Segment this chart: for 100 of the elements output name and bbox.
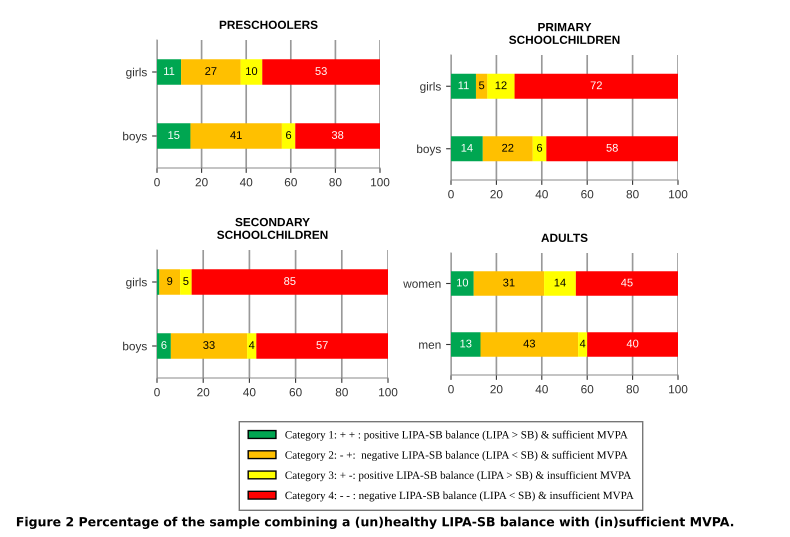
x-tick-label: 40 — [243, 388, 256, 396]
data-label: 11 — [164, 67, 174, 75]
bar — [482, 136, 533, 162]
caption: Figure 2 Percentage of the sample combining a (un)healthy LIPA-SB balance with (in)sufficient MVPA. — [16, 516, 734, 529]
y-tick-label: boys — [123, 132, 147, 143]
legend-label: Category 2: - +: negative LIPA-SB balance (LIPA < SB) & sufficient MVPA — [285, 450, 628, 461]
bar — [159, 269, 180, 295]
x-tick-label: 80 — [626, 190, 639, 198]
data-label: 5 — [479, 81, 484, 90]
data-label: 33 — [203, 341, 215, 349]
data-label: 15 — [168, 131, 180, 139]
x-tick-label: 40 — [240, 178, 252, 186]
x-tick-label: 0 — [154, 178, 160, 186]
data-label: 10 — [246, 67, 258, 75]
data-label: 6 — [161, 341, 167, 349]
bar — [451, 136, 483, 162]
x-tick-label: 100 — [371, 178, 390, 186]
bar — [192, 269, 388, 295]
bar — [546, 136, 678, 162]
bar — [157, 333, 171, 359]
bar — [514, 74, 678, 99]
data-label: 31 — [503, 278, 515, 286]
chart-title: PRIMARY SCHOOLCHILDREN — [509, 23, 620, 44]
bar — [544, 271, 576, 296]
bar — [532, 136, 546, 162]
data-label: 40 — [626, 340, 638, 348]
data-label: 58 — [606, 144, 618, 152]
data-label: 13 — [460, 340, 472, 348]
data-label: 9 — [167, 277, 172, 285]
x-tick-label: 20 — [197, 388, 210, 396]
x-tick-label: 20 — [490, 190, 503, 198]
data-label: 22 — [502, 144, 514, 152]
bar — [157, 59, 182, 85]
bar — [181, 59, 241, 85]
data-label: 14 — [462, 144, 473, 152]
bar — [295, 123, 380, 149]
data-label: 38 — [332, 131, 344, 139]
x-tick-label: 60 — [284, 178, 297, 186]
bar — [157, 123, 190, 149]
x-tick-label: 100 — [669, 385, 688, 394]
data-label: 4 — [248, 341, 254, 349]
chart-title: PRESCHOOLERS — [220, 20, 318, 30]
data-label: 5 — [183, 277, 188, 285]
bar — [247, 333, 256, 359]
bar — [282, 123, 296, 149]
bar — [170, 333, 248, 359]
data-label: 6 — [286, 131, 292, 139]
bar — [474, 271, 544, 296]
legend-label: Category 4: - - : negative LIPA-SB balance (LIPA < SB) & insufficient MVPA — [285, 491, 634, 502]
data-label: 41 — [230, 131, 242, 139]
legend-label: Category 1: + + : positive LIPA-SB balance (LIPA > SB) & sufficient MVPA — [285, 430, 628, 441]
data-label: 57 — [316, 341, 328, 349]
bar — [262, 59, 380, 85]
bar — [451, 271, 474, 296]
chart-title: ADULTS — [541, 234, 588, 242]
legend-label: Category 3: + -: positive LIPA-SB balance (LIPA > SB) & insufficient MVPA — [285, 471, 632, 482]
bar — [487, 74, 515, 99]
bar — [256, 333, 388, 359]
x-tick-label: 0 — [154, 388, 160, 396]
y-tick-label: women — [403, 281, 441, 288]
data-label: 14 — [554, 278, 566, 286]
bar — [480, 332, 578, 357]
x-tick-label: 20 — [196, 178, 208, 186]
y-tick-label: boys — [123, 342, 147, 353]
chart-title: SECONDARY SCHOOLCHILDREN — [217, 218, 328, 240]
bar — [190, 123, 282, 149]
bar — [240, 59, 262, 85]
x-tick-label: 0 — [448, 190, 454, 198]
bar — [180, 269, 192, 295]
x-tick-label: 0 — [448, 385, 454, 394]
data-label: 6 — [537, 144, 542, 152]
y-tick-label: boys — [417, 144, 441, 156]
y-tick-label: men — [419, 342, 441, 349]
x-tick-label: 60 — [290, 388, 302, 396]
bar — [578, 332, 588, 357]
x-tick-label: 60 — [581, 385, 594, 394]
x-tick-label: 100 — [669, 190, 688, 198]
data-label: 10 — [457, 278, 468, 286]
x-tick-label: 80 — [626, 385, 639, 394]
bar — [576, 271, 678, 296]
data-label: 43 — [523, 340, 536, 348]
x-tick-label: 60 — [581, 190, 594, 198]
bar — [476, 74, 488, 99]
x-tick-label: 100 — [379, 388, 398, 396]
data-label: 27 — [205, 67, 216, 75]
x-tick-label: 40 — [536, 385, 548, 394]
data-label: 4 — [580, 340, 586, 348]
data-label: 85 — [284, 277, 296, 285]
data-label: 72 — [590, 81, 602, 90]
bar — [451, 74, 476, 99]
x-tick-label: 80 — [329, 178, 342, 186]
x-tick-label: 80 — [336, 388, 348, 396]
y-tick-label: girls — [126, 278, 147, 289]
data-label: 11 — [458, 81, 469, 90]
y-tick-label: girls — [126, 68, 147, 79]
bar — [451, 332, 481, 357]
x-tick-label: 20 — [490, 385, 503, 394]
x-tick-label: 40 — [536, 190, 548, 198]
data-label: 12 — [496, 81, 507, 90]
data-label: 45 — [621, 278, 633, 286]
